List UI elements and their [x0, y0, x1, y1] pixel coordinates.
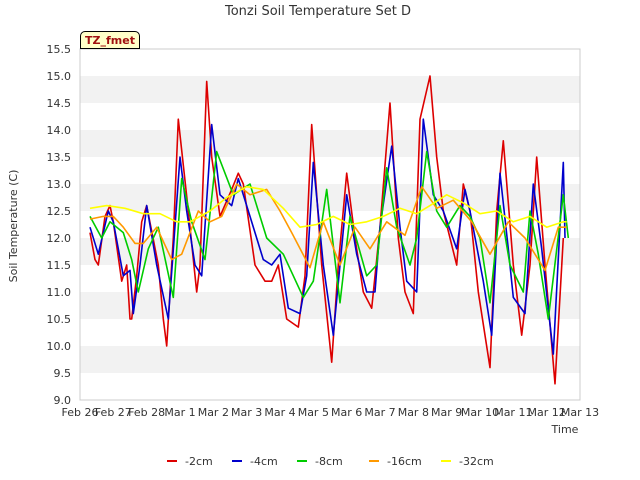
legend-label: -16cm [387, 455, 422, 468]
x-tick-label: Mar 13 [561, 406, 599, 419]
y-tick-label: 15.0 [47, 70, 72, 83]
y-tick-label: 12.5 [47, 205, 72, 218]
y-tick-label: 11.5 [47, 259, 72, 272]
legend-label: -4cm [250, 455, 278, 468]
chart-title: Tonzi Soil Temperature Set D [224, 4, 411, 19]
y-tick-label: 14.5 [47, 97, 72, 110]
grid-band [80, 103, 580, 130]
plot-border [79, 48, 581, 401]
x-tick-label: Mar 10 [461, 406, 499, 419]
grid-bands [80, 49, 580, 400]
grid-band [80, 157, 580, 184]
legend-label: -32cm [459, 455, 494, 468]
x-tick-label: Mar 12 [528, 406, 566, 419]
x-tick-label: Mar 7 [364, 406, 395, 419]
legend-label: -8cm [315, 455, 343, 468]
grid-band [80, 373, 580, 400]
x-tick-label: Mar 5 [298, 406, 329, 419]
grid-band [80, 265, 580, 292]
series-lines [89, 75, 570, 385]
legend-label: -2cm [185, 455, 213, 468]
x-tick-label: Mar 6 [331, 406, 362, 419]
series-line-16cmcm [89, 183, 567, 272]
x-tick-label: Mar 8 [398, 406, 429, 419]
x-tick-label: Feb 28 [128, 406, 165, 419]
x-tick-label: Mar 2 [198, 406, 229, 419]
x-tick-label: Feb 26 [62, 406, 99, 419]
x-tick-label: Mar 11 [494, 406, 532, 419]
grid-band [80, 130, 580, 157]
series-line-32cmcm [89, 185, 567, 228]
x-tick-label: Feb 27 [95, 406, 132, 419]
y-tick-label: 10.5 [47, 313, 72, 326]
x-tick-label: Mar 4 [264, 406, 295, 419]
x-tick-label: Mar 3 [231, 406, 262, 419]
grid-band [80, 49, 580, 76]
legend: -2cm -4cm -8cm -16cm -32cm [167, 455, 494, 468]
y-tick-label: 14.0 [47, 124, 72, 137]
y-tick-label: 13.0 [47, 178, 72, 191]
x-tick-label: Mar 9 [431, 406, 462, 419]
y-axis-ticks: 9.0 9.5 10.0 10.5 11.0 11.5 12.0 12.5 13.0 13.5 14… [47, 43, 72, 407]
grid-band [80, 184, 580, 211]
y-tick-label: 13.5 [47, 151, 72, 164]
y-tick-label: 12.0 [47, 232, 72, 245]
series-line-2cmcm [89, 75, 565, 385]
series-line-4cmcm [89, 118, 566, 355]
y-tick-label: 9.5 [54, 367, 72, 380]
series-line-8cmcm [89, 150, 570, 320]
y-axis-label: Soil Temperature (C) [7, 170, 20, 283]
site-label-badge: TZ_fmet [80, 31, 140, 49]
x-tick-label: Mar 1 [164, 406, 195, 419]
grid-band [80, 76, 580, 103]
x-axis-label: Time [551, 423, 579, 436]
y-tick-label: 9.0 [54, 394, 72, 407]
y-tick-label: 10.0 [47, 340, 72, 353]
y-tick-label: 11.0 [47, 286, 72, 299]
y-tick-label: 15.5 [47, 43, 72, 56]
